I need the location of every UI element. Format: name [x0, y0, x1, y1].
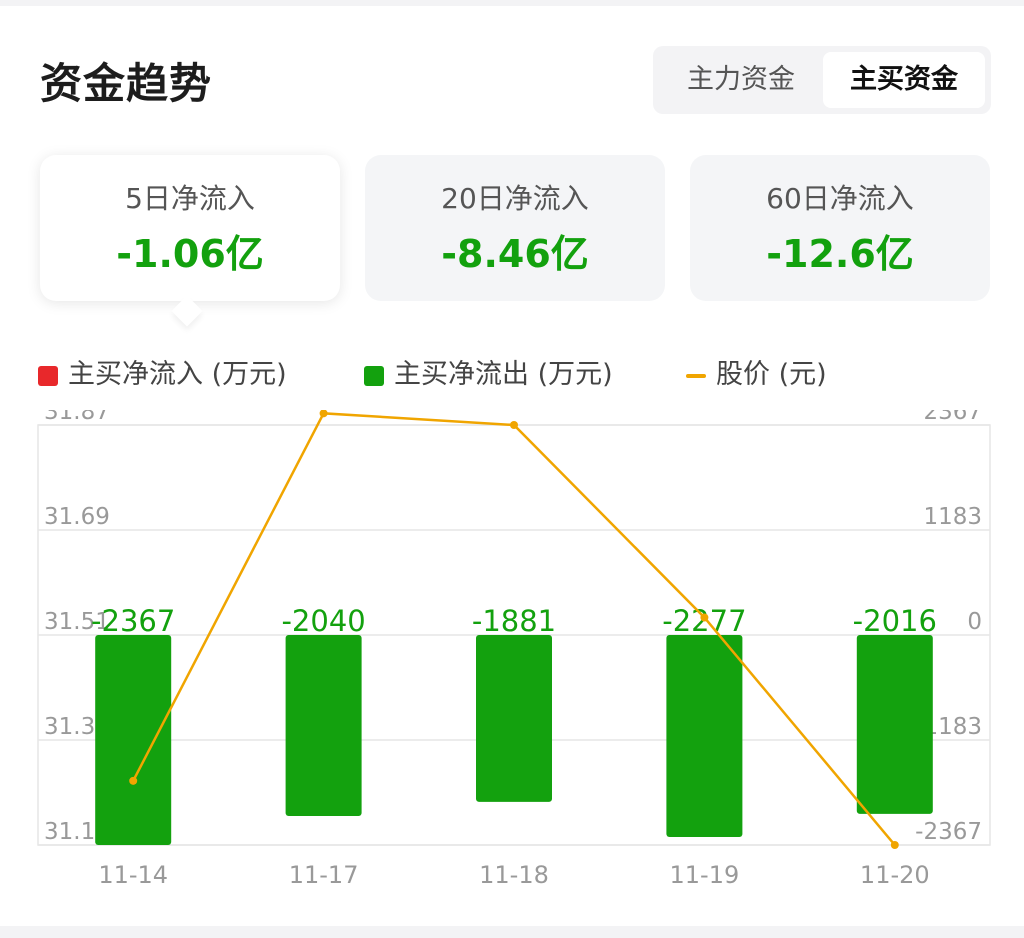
legend-label: 股价 (元) [716, 359, 827, 390]
right-axis-tick-label: -2367 [915, 819, 982, 845]
card-value: -1.06亿 [116, 232, 264, 276]
price-point-11-20[interactable] [890, 841, 899, 849]
right-axis-tick-label: 2367 [923, 410, 982, 425]
top-divider [0, 0, 1024, 6]
fund-type-toggle: 主力资金 主买资金 [653, 46, 991, 114]
price-point-11-19[interactable] [700, 613, 709, 622]
x-axis-tick-label: 11-14 [98, 861, 168, 889]
bar-data-label: -2040 [281, 604, 365, 638]
right-axis-tick-label: 1183 [923, 504, 982, 530]
card-5-day-net-inflow[interactable]: 5日净流入 -1.06亿 [40, 155, 340, 301]
left-axis-tick-label: 31.51 [44, 609, 110, 635]
bar-11-19[interactable] [666, 635, 743, 838]
tab-main-force-funds[interactable]: 主力资金 [687, 64, 795, 95]
bar-data-label: -1881 [472, 604, 556, 638]
page-title: 资金趋势 [40, 59, 213, 108]
legend-item-outflow: 主买净流出 (万元) [364, 355, 613, 395]
card-value: -12.6亿 [766, 232, 914, 276]
price-point-11-17[interactable] [319, 410, 328, 418]
legend-swatch [364, 365, 384, 386]
card-value: -8.46亿 [441, 232, 589, 276]
x-axis-tick-label: 11-18 [479, 861, 549, 889]
legend-label: 主买净流入 (万元) [68, 359, 287, 390]
card-label: 60日净流入 [766, 182, 914, 215]
bottom-divider [0, 926, 1024, 938]
bar-11-14[interactable] [95, 635, 172, 845]
card-label: 20日净流入 [441, 182, 589, 215]
tab-active-buy-funds[interactable]: 主买资金 [823, 52, 985, 108]
bar-data-label: -2367 [91, 604, 175, 638]
price-point-11-18[interactable] [510, 421, 518, 429]
left-axis-tick-label: 31.69 [44, 504, 110, 530]
x-axis-tick-label: 11-20 [860, 861, 930, 889]
legend-swatch [38, 365, 58, 386]
card-20-day-net-inflow[interactable]: 20日净流入 -8.46亿 [365, 155, 665, 301]
price-point-11-14[interactable] [129, 776, 138, 785]
legend-item-price: 股价 (元) [686, 355, 827, 395]
bar-data-label: -2016 [853, 604, 937, 638]
legend-item-inflow: 主买净流入 (万元) [38, 355, 287, 395]
bar-11-17[interactable] [285, 635, 362, 816]
bar-11-18[interactable] [476, 635, 552, 802]
legend-swatch [686, 373, 706, 378]
x-axis-tick-label: 11-19 [670, 861, 740, 889]
x-axis-tick-label: 11-17 [289, 861, 359, 889]
right-axis-tick-label: 0 [967, 609, 982, 635]
legend-label: 主买净流出 (万元) [394, 359, 613, 390]
card-label: 5日净流入 [125, 182, 255, 215]
left-axis-tick-label: 31.87 [44, 410, 110, 425]
bar-11-20[interactable] [856, 635, 933, 814]
card-60-day-net-inflow[interactable]: 60日净流入 -12.6亿 [690, 155, 990, 301]
